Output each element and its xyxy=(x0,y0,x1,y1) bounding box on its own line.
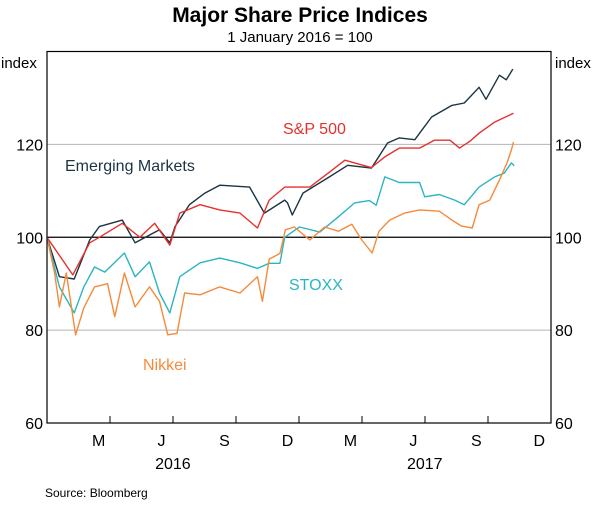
y-tick-label-right: 80 xyxy=(555,323,573,340)
y-tick-label-left: 100 xyxy=(16,230,43,247)
series-line-nikkei xyxy=(46,141,515,336)
y-tick-label-right: 100 xyxy=(555,230,582,247)
y-tick-label-right: 120 xyxy=(555,137,582,154)
y-axis-label-right: index xyxy=(555,55,591,72)
x-tick-label: S xyxy=(471,433,482,450)
series-label-sp500: S&P 500 xyxy=(283,121,346,138)
series-label-emerging-markets: Emerging Markets xyxy=(65,158,195,175)
y-axis-label-left: index xyxy=(1,55,37,72)
x-tick-label: J xyxy=(158,433,166,450)
y-tick-label-right: 60 xyxy=(555,416,573,433)
source-note: Source: Bloomberg xyxy=(45,486,148,500)
series-label-nikkei: Nikkei xyxy=(143,357,187,374)
x-tick-label: D xyxy=(534,433,546,450)
x-tick-label: D xyxy=(282,433,294,450)
x-tick-label: S xyxy=(219,433,230,450)
series-line-stoxx xyxy=(46,162,515,314)
y-tick-label-left: 80 xyxy=(25,323,43,340)
series-line-emerging-markets xyxy=(46,68,514,280)
x-tick-label: J xyxy=(409,433,417,450)
series-line-s-p-500 xyxy=(46,112,514,276)
y-tick-label-left: 120 xyxy=(16,137,43,154)
x-tick-label: M xyxy=(344,433,357,450)
x-tick-label: M xyxy=(92,433,105,450)
series-label-stoxx: STOXX xyxy=(289,277,343,294)
y-tick-label-left: 60 xyxy=(25,416,43,433)
x-year-label: 2017 xyxy=(407,456,443,473)
chart-title: Major Share Price Indices xyxy=(172,4,428,27)
chart-subtitle: 1 January 2016 = 100 xyxy=(227,29,373,46)
x-year-label: 2016 xyxy=(155,456,191,473)
